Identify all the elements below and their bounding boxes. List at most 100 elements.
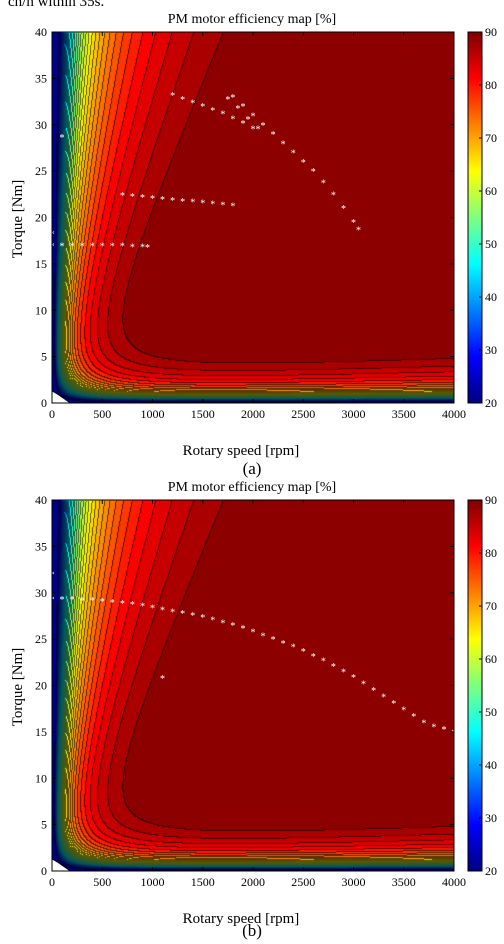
operating-point: * <box>120 599 125 610</box>
x-tick-label: 1000 <box>141 407 165 421</box>
y-tick-label: 25 <box>35 164 47 178</box>
x-tick-label: 4000 <box>442 407 466 421</box>
operating-point: * <box>311 167 316 178</box>
operating-point: * <box>170 91 175 102</box>
operating-point: * <box>341 204 346 215</box>
operating-point: * <box>220 618 225 629</box>
operating-point: * <box>331 190 336 201</box>
colorbar-tick-label: 20 <box>485 396 497 410</box>
operating-point: * <box>70 241 75 252</box>
operating-point: * <box>130 600 135 611</box>
colorbar-tick-label: 60 <box>485 652 497 666</box>
chart-title: PM motor efficiency map [%] <box>168 480 336 495</box>
operating-point: * <box>170 607 175 618</box>
operating-point: * <box>321 656 326 667</box>
chart-title: PM motor efficiency map [%] <box>168 12 336 27</box>
x-tick-label: 3500 <box>392 875 416 889</box>
y-axis-label: Torque [Nm] <box>10 648 26 727</box>
operating-point: * <box>190 611 195 622</box>
operating-point: * <box>230 93 235 104</box>
operating-point: * <box>356 226 361 237</box>
colorbar-tick-label: 90 <box>485 25 497 39</box>
operating-point: * <box>251 628 256 639</box>
y-tick-label: 5 <box>41 350 47 364</box>
operating-point: * <box>160 674 165 685</box>
operating-point: * <box>331 662 336 673</box>
operating-point: * <box>180 95 185 106</box>
colorbar-tick-label: 50 <box>485 705 497 719</box>
operating-point: * <box>80 596 85 607</box>
y-tick-label: 10 <box>35 771 47 785</box>
y-axis-label: Torque [Nm] <box>10 180 26 259</box>
operating-point: * <box>341 668 346 679</box>
colorbar-tick-label: 90 <box>485 493 497 507</box>
operating-point: * <box>431 722 436 733</box>
x-tick-label: 3000 <box>342 875 366 889</box>
operating-point: * <box>160 195 165 206</box>
operating-point: * <box>100 597 105 608</box>
operating-point: * <box>351 673 356 684</box>
y-tick-label: 30 <box>35 118 47 132</box>
efficiency-contour-fill <box>52 500 454 871</box>
y-tick-label: 15 <box>35 257 47 271</box>
operating-point: * <box>110 598 115 609</box>
colorbar <box>467 31 483 404</box>
operating-point: * <box>391 699 396 710</box>
operating-point: * <box>256 124 261 135</box>
operating-point: * <box>245 115 250 126</box>
operating-point: * <box>130 242 135 253</box>
colorbar-tick-label: 30 <box>485 811 497 825</box>
operating-point: * <box>271 130 276 141</box>
x-tick-label: 1500 <box>191 875 215 889</box>
operating-point: * <box>230 621 235 632</box>
operating-point: * <box>170 196 175 207</box>
colorbar-tick-label: 70 <box>485 599 497 613</box>
y-tick-label: 40 <box>35 25 47 39</box>
operating-point: * <box>240 119 245 130</box>
operating-point: * <box>210 200 215 211</box>
panel-caption-a: (a) <box>242 459 262 478</box>
operating-point: * <box>261 121 266 132</box>
operating-point: * <box>70 595 75 606</box>
y-tick-label: 25 <box>35 632 47 646</box>
operating-point: * <box>361 680 366 691</box>
operating-point: * <box>401 706 406 717</box>
operating-point: * <box>441 725 446 736</box>
y-tick-label: 30 <box>35 586 47 600</box>
operating-point: * <box>210 616 215 627</box>
y-tick-label: 20 <box>35 211 47 225</box>
y-tick-label: 40 <box>35 493 47 507</box>
x-tick-label: 3000 <box>342 407 366 421</box>
colorbar-tick-label: 40 <box>485 290 497 304</box>
operating-point: * <box>301 647 306 658</box>
operating-point: * <box>120 241 125 252</box>
operating-point: * <box>251 111 256 122</box>
y-tick-label: 5 <box>41 818 47 832</box>
operating-point: * <box>311 652 316 663</box>
operating-point: * <box>190 198 195 209</box>
y-tick-label: 0 <box>41 864 47 878</box>
operating-point: * <box>230 114 235 125</box>
x-tick-label: 4000 <box>442 875 466 889</box>
operating-point: * <box>145 243 150 254</box>
x-axis-label: Rotary speed [rpm] <box>183 443 300 459</box>
operating-point: * <box>60 595 65 606</box>
y-tick-label: 0 <box>41 396 47 410</box>
operating-point: * <box>291 643 296 654</box>
colorbar-tick-label: 80 <box>485 78 497 92</box>
x-tick-label: 2500 <box>291 875 315 889</box>
operating-point: * <box>150 604 155 615</box>
x-tick-label: 500 <box>93 407 111 421</box>
operating-point: * <box>160 605 165 616</box>
operating-point: * <box>381 693 386 704</box>
colorbar-tick-label: 20 <box>485 864 497 878</box>
operating-point: * <box>80 241 85 252</box>
y-tick-label: 15 <box>35 725 47 739</box>
operating-point: * <box>190 98 195 109</box>
y-tick-label: 20 <box>35 679 47 693</box>
colorbar <box>467 499 483 872</box>
efficiency-contour-fill <box>52 32 454 403</box>
operating-point: * <box>261 631 266 642</box>
operating-point: * <box>200 199 205 210</box>
colorbar-tick-label: 40 <box>485 758 497 772</box>
